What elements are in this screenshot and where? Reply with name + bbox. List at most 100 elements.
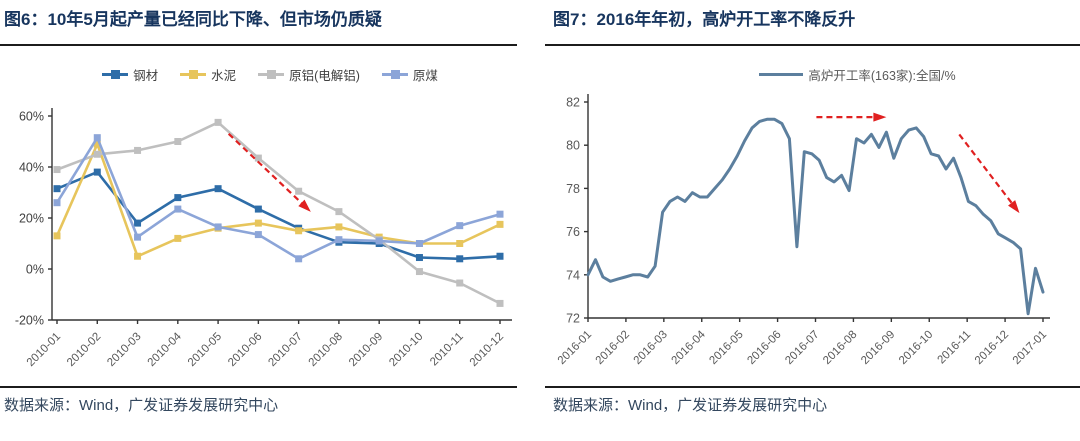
data-point-marker bbox=[174, 234, 182, 242]
x-tick-label: 2010-11 bbox=[428, 331, 466, 369]
data-point-marker bbox=[214, 223, 222, 231]
x-tick-label: 2016-02 bbox=[594, 329, 632, 367]
data-point-marker bbox=[295, 187, 303, 195]
legend-line-swatch bbox=[102, 69, 129, 79]
y-tick-label: 60% bbox=[19, 110, 44, 124]
x-tick-label: 2010-12 bbox=[468, 331, 506, 369]
y-tick-label: 0% bbox=[26, 263, 44, 277]
trend-arrow bbox=[227, 133, 311, 212]
data-point-marker bbox=[134, 219, 142, 227]
legend-item: 原铝(电解铝) bbox=[258, 65, 360, 84]
x-tick-label: 2016-08 bbox=[821, 329, 859, 367]
data-point-marker bbox=[93, 150, 101, 158]
x-tick-label: 2010-08 bbox=[307, 331, 345, 369]
data-point-marker bbox=[496, 252, 504, 260]
data-point-marker bbox=[335, 236, 343, 244]
data-point-marker bbox=[214, 185, 222, 193]
legend-square-marker bbox=[189, 69, 199, 79]
x-tick-label: 2010-06 bbox=[226, 331, 264, 369]
data-point-marker bbox=[174, 138, 182, 145]
data-point-marker bbox=[134, 252, 142, 260]
legend-item: 高炉开工率(163家):全国/% bbox=[759, 65, 956, 84]
legend-line-swatch bbox=[759, 72, 804, 76]
data-point-marker bbox=[456, 255, 464, 263]
figure7-line-chart: 82 80 78 76 74 72 2016-01 2016-02 2016-03 2016-04… bbox=[556, 94, 1050, 367]
x-tick-label: 2010-05 bbox=[186, 331, 224, 369]
data-point-marker bbox=[93, 168, 101, 176]
x-tick-label: 2016-01 bbox=[556, 329, 594, 367]
legend-line-swatch bbox=[180, 69, 207, 79]
data-point-marker bbox=[254, 205, 262, 213]
data-point-marker bbox=[134, 146, 142, 154]
data-point-marker bbox=[53, 199, 61, 207]
legend-square-marker bbox=[111, 69, 121, 79]
data-point-marker bbox=[456, 222, 464, 230]
y-tick-label: 72 bbox=[566, 312, 580, 326]
legend-square-marker bbox=[267, 69, 277, 79]
x-tick-label: 2016-03 bbox=[632, 329, 670, 367]
series-line-0 bbox=[586, 117, 1045, 316]
figure6-source: 数据来源：Wind，广发证券发展研究中心 bbox=[4, 397, 279, 414]
trend-arrow bbox=[958, 133, 1020, 214]
data-point-marker bbox=[496, 210, 504, 218]
legend-label: 水泥 bbox=[211, 68, 237, 83]
y-tick-label: 40% bbox=[19, 161, 44, 175]
data-point-marker bbox=[53, 166, 61, 174]
data-point-marker bbox=[415, 240, 423, 247]
x-tick-label: 2010-01 bbox=[25, 331, 63, 369]
figure6-line-chart: 60%40%20%0%-20%2010-01 2010-02 2010-03 2010… bbox=[15, 108, 512, 369]
legend-label: 原铝(电解铝) bbox=[289, 68, 360, 83]
x-tick-label: 2010-10 bbox=[387, 331, 425, 369]
x-tick-label: 2016-12 bbox=[973, 329, 1011, 367]
data-point-marker bbox=[415, 268, 423, 276]
axes: 82 80 78 76 74 72 2016-01 2016-02 2016-03 2016-04… bbox=[556, 94, 1050, 367]
figure6-panel: 图6：10年5月起产量已经同比下降、但市场仍质疑 钢材 水泥 原铝(电解铝) 原煤 6… bbox=[0, 10, 540, 414]
figure6-legend: 钢材 水泥 原铝(电解铝) 原煤 bbox=[0, 64, 540, 84]
data-point-marker bbox=[496, 299, 504, 307]
series-line-0 bbox=[53, 168, 504, 263]
x-tick-label: 2010-09 bbox=[347, 331, 385, 369]
figure7-panel: 图7：2016年年初，高炉开工率不降反升 高炉开工率(163家):全国/% 82… bbox=[540, 0, 1080, 441]
figure7-title-rule bbox=[545, 44, 1080, 46]
data-point-marker bbox=[174, 205, 182, 213]
x-tick-label: 2016-05 bbox=[707, 329, 745, 367]
x-tick-label: 2010-04 bbox=[146, 330, 185, 369]
figure6-title-rule bbox=[0, 44, 517, 46]
y-tick-label: 82 bbox=[566, 96, 580, 110]
data-point-marker bbox=[375, 237, 383, 245]
x-tick-label: 2016-06 bbox=[745, 329, 783, 367]
data-point-marker bbox=[254, 154, 262, 162]
legend-label: 原煤 bbox=[412, 68, 438, 83]
trend-arrow bbox=[816, 112, 887, 122]
y-tick-label: 20% bbox=[19, 212, 44, 226]
data-point-marker bbox=[93, 134, 101, 142]
legend-label: 高炉开工率(163家):全国/% bbox=[808, 68, 956, 83]
series-line-3 bbox=[53, 134, 504, 263]
legend-square-marker bbox=[390, 69, 400, 79]
data-point-marker bbox=[254, 231, 262, 239]
legend-item: 水泥 bbox=[180, 65, 236, 84]
data-point-marker bbox=[415, 254, 423, 262]
data-point-marker bbox=[134, 233, 142, 241]
data-point-marker bbox=[53, 185, 61, 193]
x-tick-label: 2016-09 bbox=[859, 329, 897, 367]
legend-label: 钢材 bbox=[133, 68, 159, 83]
legend-line-swatch bbox=[258, 69, 285, 79]
y-tick-label: 74 bbox=[566, 268, 580, 282]
x-tick-label: 2010-03 bbox=[105, 331, 143, 369]
x-tick-label: 2017-01 bbox=[1011, 329, 1049, 367]
x-tick-label: 2016-10 bbox=[897, 329, 935, 367]
figure7-legend: 高炉开工率(163家):全国/% bbox=[540, 64, 1080, 84]
data-point-marker bbox=[93, 140, 101, 148]
data-point-marker bbox=[335, 208, 343, 216]
x-tick-label: 2016-04 bbox=[670, 328, 709, 367]
data-point-marker bbox=[254, 219, 262, 227]
x-tick-label: 2016-07 bbox=[783, 329, 821, 367]
y-tick-label: -20% bbox=[15, 314, 44, 328]
x-tick-label: 2010-02 bbox=[65, 331, 103, 369]
data-point-marker bbox=[295, 255, 303, 263]
data-point-marker bbox=[214, 118, 222, 126]
figure7-footer-rule bbox=[545, 386, 1080, 388]
data-point-marker bbox=[295, 227, 303, 235]
